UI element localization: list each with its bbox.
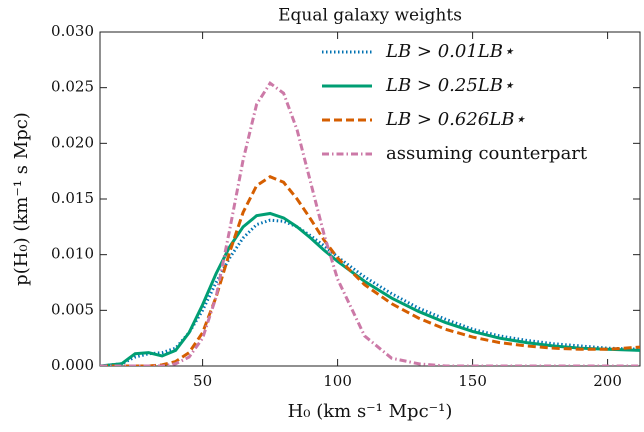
legend-label: LB > 0.01LB⋆ <box>385 41 514 62</box>
data-line <box>100 211 640 366</box>
data-line <box>100 175 640 366</box>
y-tick-label: 0.000 <box>51 356 94 374</box>
y-tick-label: 0.005 <box>51 300 94 318</box>
data-line <box>100 81 640 366</box>
y-tick-label: 0.030 <box>51 22 94 40</box>
chart-title: Equal galaxy weights <box>278 6 462 26</box>
plot-frame <box>99 31 641 367</box>
legend-label: assuming counterpart <box>386 143 588 164</box>
y-tick-label: 0.025 <box>51 78 94 96</box>
x-tick-label: 50 <box>193 372 212 390</box>
x-tick-label: 150 <box>458 372 487 390</box>
y-axis-label: p(H₀) (km⁻¹ s Mpc) <box>11 112 32 286</box>
x-tick-label: 200 <box>593 372 622 390</box>
y-tick-label: 0.010 <box>51 245 94 263</box>
x-axis-label: H₀ (km s⁻¹ Mpc⁻¹) <box>288 401 453 422</box>
y-tick-label: 0.020 <box>51 133 94 151</box>
legend-label: LB > 0.25LB⋆ <box>385 75 514 96</box>
legend-label: LB > 0.626LB⋆ <box>385 109 526 130</box>
y-tick-label: 0.015 <box>51 189 94 207</box>
x-tick-label: 100 <box>323 372 352 390</box>
